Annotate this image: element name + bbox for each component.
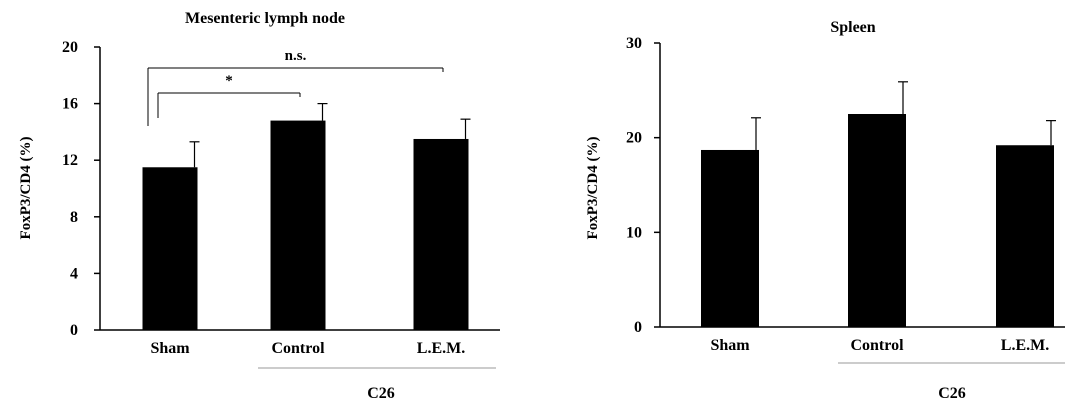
chart1-x-tick-label: Control <box>271 340 325 357</box>
chart1-y-tick-label: 8 <box>70 209 78 226</box>
chart2-x-tick-label: Sham <box>710 337 750 354</box>
chart2-bar <box>848 114 906 327</box>
chart1-bar <box>270 120 326 330</box>
chart2-y-tick-label: 20 <box>626 130 642 147</box>
chart1-y-tick-label: 20 <box>62 39 78 56</box>
chart1-y-tick-label: 0 <box>70 322 78 339</box>
chart1-y-tick-label: 12 <box>62 152 78 169</box>
chart-spleen: Spleen FoxP3/CD4 (%) 0 10 20 30 Sham Control… <box>585 19 1065 402</box>
chart2-x-tick-label: L.E.M. <box>1001 337 1049 354</box>
chart2-y-axis-label: FoxP3/CD4 (%) <box>585 137 601 240</box>
chart2-y-tick-label: 0 <box>634 319 642 336</box>
chart1-y-tick-label: 16 <box>62 96 78 113</box>
chart1-significance-label: * <box>225 73 233 89</box>
chart1-y-axis-label: FoxP3/CD4 (%) <box>18 137 34 240</box>
chart1-y-tick-label: 4 <box>70 265 78 282</box>
chart1-bar <box>413 138 469 330</box>
chart1-x-tick-label: Sham <box>150 340 190 357</box>
chart2-title: Spleen <box>830 19 875 36</box>
chart1-title: Mesenteric lymph node <box>185 10 345 27</box>
chart2-y-tick-label: 10 <box>626 224 642 241</box>
chart1-significance-label: n.s. <box>285 48 307 64</box>
chart2-bar <box>701 149 759 327</box>
chart2-bar <box>996 145 1054 327</box>
chart-mesenteric-lymph-node: Mesenteric lymph node FoxP3/CD4 (%) 0 4 8 1… <box>18 10 500 402</box>
chart2-x-tick-label: Control <box>850 337 904 354</box>
chart2-y-tick-label: 30 <box>626 35 642 52</box>
chart1-x-tick-label: L.E.M. <box>417 340 465 357</box>
chart1-group-label: C26 <box>367 385 395 402</box>
chart1-bar <box>142 167 198 330</box>
chart2-group-label: C26 <box>938 385 966 402</box>
